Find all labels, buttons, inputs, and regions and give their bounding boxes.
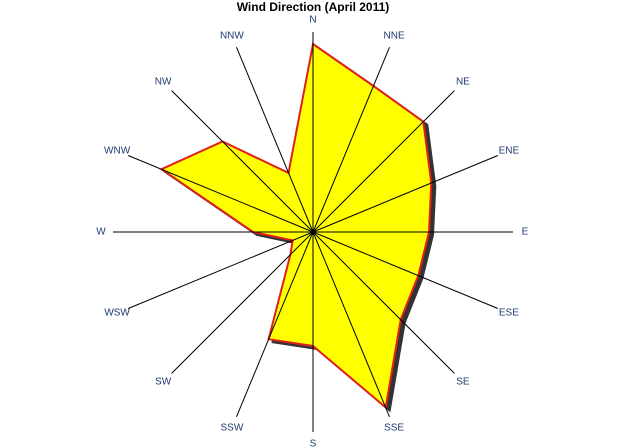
axis-label: WSW — [104, 308, 130, 319]
axis-label: ENE — [499, 146, 520, 157]
chart-title: Wind Direction (April 2011) — [237, 0, 390, 14]
axis-label: NNE — [384, 31, 405, 42]
spoke — [128, 231, 314, 309]
spoke — [312, 231, 498, 309]
axis-label: E — [522, 227, 529, 238]
axis-label: SW — [155, 377, 172, 388]
spoke — [312, 231, 455, 374]
spoke — [171, 90, 314, 233]
axis-label: N — [309, 15, 316, 26]
spoke — [171, 231, 314, 374]
axis-label: W — [96, 227, 106, 238]
axis-label: S — [310, 439, 317, 448]
spoke — [312, 155, 498, 233]
axis-label: ESE — [499, 308, 519, 319]
spoke — [236, 231, 314, 417]
axis-label: NE — [456, 77, 470, 88]
axis-label: NW — [155, 77, 172, 88]
axis-label: SSW — [221, 423, 244, 434]
spoke — [312, 90, 455, 233]
series-area — [159, 42, 433, 410]
spoke — [128, 155, 314, 233]
axis-label: WNW — [104, 146, 131, 157]
spoke — [312, 47, 390, 233]
spoke — [312, 231, 390, 417]
axis-label: SE — [456, 377, 470, 388]
axis-label: SSE — [384, 423, 404, 434]
spoke — [236, 47, 314, 233]
axis-label: NNW — [220, 31, 244, 42]
